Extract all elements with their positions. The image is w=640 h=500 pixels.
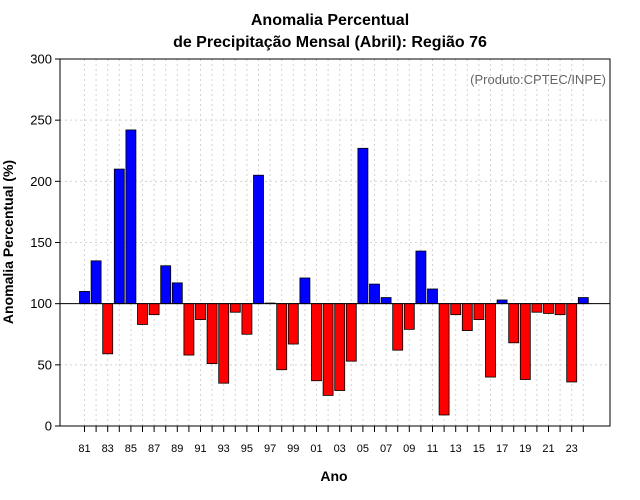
bar-01: [311, 303, 322, 382]
y-tick-label: 250: [30, 113, 52, 128]
chart-title-line2: de Precipitação Mensal (Abril): Região 7…: [173, 34, 487, 51]
bar-24: [577, 297, 589, 305]
bar-12: [438, 303, 450, 416]
bar-03: [334, 303, 346, 391]
bar-83: [102, 303, 114, 355]
source-annotation: (Produto:CPTEC/INPE): [470, 72, 606, 87]
y-tick-label: 300: [30, 52, 52, 67]
bar-05: [357, 147, 369, 305]
y-tick-label: 0: [45, 419, 52, 434]
y-tick-label: 50: [38, 357, 52, 372]
bar-06: [369, 283, 380, 305]
bar-14: [461, 303, 473, 331]
bar-19: [519, 303, 531, 380]
x-tick-label: 09: [403, 443, 415, 455]
x-tick-label: 81: [78, 443, 90, 455]
y-tick-label: 150: [30, 235, 52, 250]
bar-11: [427, 288, 438, 305]
x-tick-label: 21: [542, 443, 554, 455]
bar-86: [137, 303, 148, 325]
y-axis: 0 50 100 150 200 250 300: [30, 52, 60, 434]
x-tick-label: 87: [148, 443, 160, 455]
bar-13: [450, 303, 462, 316]
bar-88: [160, 265, 172, 305]
bar-10: [415, 250, 427, 305]
y-tick-label: 100: [30, 296, 52, 311]
bar-84: [113, 168, 125, 305]
bar-22: [554, 303, 566, 316]
bar-93: [218, 303, 230, 384]
bar-81: [79, 291, 90, 305]
x-tick-label: 91: [194, 443, 206, 455]
x-tick-label: 05: [357, 443, 369, 455]
bar-20: [531, 303, 543, 313]
x-tick-label: 85: [125, 443, 137, 455]
bar-21: [543, 303, 554, 314]
bar-82: [90, 260, 102, 305]
x-tick-label: 07: [380, 443, 392, 455]
chart-title-line1: Anomalia Percentual: [251, 12, 409, 29]
x-tick-label: 15: [473, 443, 485, 455]
x-tick-label: 17: [496, 443, 508, 455]
y-axis-label: Anomalia Percentual (%): [0, 160, 16, 324]
bar-96: [253, 174, 264, 305]
bar-92: [206, 303, 218, 365]
bar-94: [229, 303, 241, 313]
bar-00: [299, 277, 311, 305]
x-tick-label: 03: [334, 443, 346, 455]
x-tick-label: 11: [427, 443, 438, 455]
bar-08: [392, 303, 404, 351]
bar-15: [473, 303, 485, 320]
bar-90: [183, 303, 195, 356]
x-tick-label: 89: [171, 443, 183, 455]
x-tick-label: 83: [102, 443, 114, 455]
bar-17: [496, 299, 508, 305]
bar-04: [345, 303, 357, 362]
x-tick-label: 01: [310, 443, 322, 455]
bars: [79, 129, 589, 416]
bar-09: [403, 303, 415, 330]
bar-18: [508, 303, 520, 344]
bar-95: [241, 303, 253, 335]
x-tick-label: 13: [450, 443, 462, 455]
bar-02: [322, 303, 334, 396]
x-tick-label: 19: [519, 443, 531, 455]
bar-91: [195, 303, 206, 320]
bar-99: [287, 303, 299, 345]
y-tick-label: 200: [30, 174, 52, 189]
bar-07: [380, 297, 392, 305]
x-tick-label: 93: [218, 443, 230, 455]
x-tick-label: 99: [287, 443, 299, 455]
bar-98: [276, 303, 288, 371]
bar-23: [566, 303, 578, 383]
bar-16: [485, 303, 496, 378]
bar-85: [125, 129, 137, 305]
x-tick-label: 97: [264, 443, 276, 455]
bar-89: [171, 282, 183, 305]
bar-87: [148, 303, 160, 316]
x-tick-label: 95: [241, 443, 253, 455]
x-axis-label: Ano: [320, 468, 347, 484]
x-axis: 81 83 85 87 89 91 93 95 97 99 01 03 05 07 09 11 13 15 17 19…: [78, 426, 584, 455]
x-tick-label: 23: [566, 443, 578, 455]
